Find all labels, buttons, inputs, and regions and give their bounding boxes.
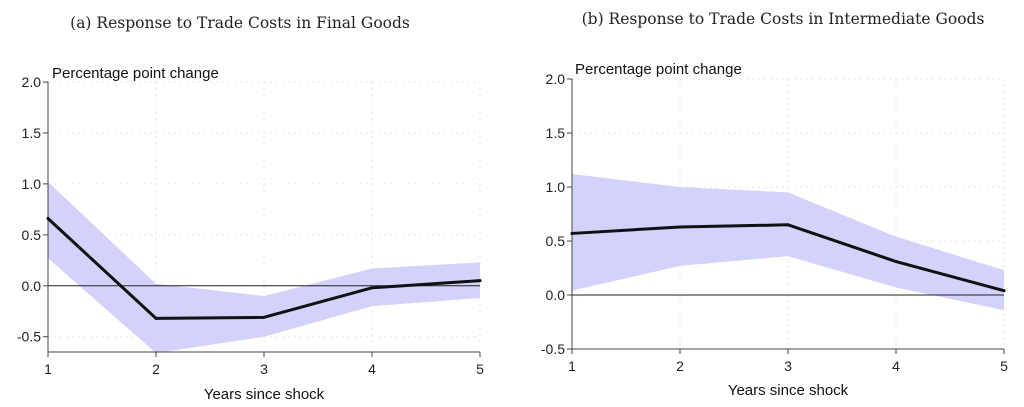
- panel-b-y-tick-label-5: -0.5: [541, 341, 565, 357]
- panel-b-y-axis-label: Percentage point change: [575, 61, 742, 78]
- panel-b-x-tick-label-1: 2: [676, 358, 684, 374]
- panel-b-data-point-0: [570, 231, 574, 235]
- panel-b-series-line: [570, 223, 1006, 293]
- panel-a-y-tick-label-0: 2.0: [22, 74, 42, 90]
- panel-b-y-tick-label-2: 1.0: [546, 179, 566, 195]
- panel-a-x-axis-label: Years since shock: [204, 386, 325, 403]
- panel-b-confidence-band: [572, 174, 1004, 311]
- panel-b-axes: [567, 78, 1005, 354]
- panel-b-x-tick-label-2: 3: [784, 358, 792, 374]
- panel-a-x-tick-label-0: 1: [44, 361, 52, 377]
- panel-a-confidence-band: [48, 181, 480, 354]
- panel-b-y-tick-label-1: 1.5: [546, 125, 566, 141]
- panel-a-data-point-4: [478, 279, 482, 283]
- panel-a-y-axis-label: Percentage point change: [52, 65, 219, 82]
- panel-b-data-point-1: [678, 225, 682, 229]
- panel-b-x-tick-label-4: 5: [1000, 358, 1008, 374]
- panel-b-y-tick-label-4: 0.0: [546, 287, 566, 303]
- panel-b-x-tick-label-0: 1: [568, 358, 576, 374]
- panel-b-data-point-2: [786, 223, 790, 227]
- panel-b-tick-labels: 2.0 1.5 1.0 0.5 0.0 -0.51 2 3 4 5: [541, 71, 1008, 374]
- panel-b: (b) Response to Trade Costs in Intermedi…: [541, 10, 1008, 399]
- panel-b-title: (b) Response to Trade Costs in Intermedi…: [582, 10, 985, 28]
- panel-a: (a) Response to Trade Costs in Final Goo…: [17, 14, 484, 403]
- panel-a-title: (a) Response to Trade Costs in Final Goo…: [70, 14, 410, 32]
- panel-a-x-tick-label-4: 5: [476, 361, 484, 377]
- panel-b-y-tick-label-0: 2.0: [546, 71, 566, 87]
- panel-b-y-tick-label-3: 0.5: [546, 233, 566, 249]
- panel-b-confidence-band-area: [572, 174, 1004, 311]
- panel-a-x-tick-label-3: 4: [368, 361, 376, 377]
- panel-a-data-point-3: [370, 286, 374, 290]
- panel-a-data-point-0: [46, 217, 50, 221]
- panel-a-x-tick-label-1: 2: [152, 361, 160, 377]
- panel-b-x-tick-label-3: 4: [892, 358, 900, 374]
- panel-a-y-tick-label-1: 1.5: [22, 125, 42, 141]
- panel-a-y-tick-label-3: 0.5: [22, 227, 42, 243]
- panel-b-data-point-3: [894, 260, 898, 264]
- panel-a-y-tick-label-4: 0.0: [22, 278, 42, 294]
- panel-a-y-tick-label-2: 1.0: [22, 176, 42, 192]
- panel-b-data-point-4: [1002, 289, 1006, 293]
- panel-b-x-axis-label: Years since shock: [728, 382, 849, 399]
- panel-a-confidence-band-area: [48, 181, 480, 354]
- panel-a-y-tick-label-5: -0.5: [17, 329, 41, 345]
- panel-a-series-line: [46, 217, 482, 320]
- panel-a-x-tick-label-2: 3: [260, 361, 268, 377]
- panel-a-data-point-2: [262, 315, 266, 319]
- panel-a-tick-labels: 2.0 1.5 1.0 0.5 0.0 -0.51 2 3 4 5: [17, 74, 484, 377]
- panel-a-data-point-1: [154, 316, 158, 320]
